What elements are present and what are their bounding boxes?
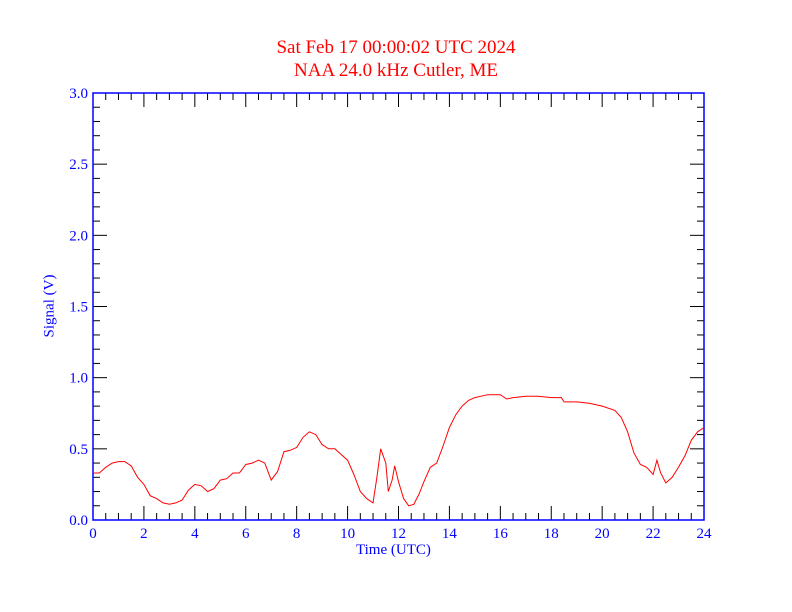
y-tick-label: 1.5 [69, 300, 88, 316]
y-tick-label: 0.0 [69, 513, 88, 529]
y-tick-label: 1.0 [69, 371, 88, 387]
x-tick-label: 16 [493, 526, 509, 542]
x-tick-label: 8 [293, 526, 301, 542]
x-tick-label: 0 [89, 526, 97, 542]
y-tick-label: 0.5 [69, 442, 88, 458]
signal-line [93, 394, 705, 507]
x-tick-label: 12 [391, 526, 406, 542]
x-tick-label: 18 [544, 526, 559, 542]
chart-subtitle: NAA 24.0 kHz Cutler, ME [294, 60, 498, 81]
x-tick-label: 14 [442, 526, 458, 542]
y-tick-label: 2.5 [69, 157, 88, 173]
x-tick-label: 2 [140, 526, 148, 542]
x-tick-label: 6 [242, 526, 250, 542]
x-tick-label: 20 [595, 526, 610, 542]
chart-title: Sat Feb 17 00:00:02 UTC 2024 [276, 37, 516, 58]
x-axis-label: Time (UTC) [356, 542, 431, 558]
y-tick-label: 2.0 [69, 228, 88, 244]
x-tick-label: 22 [646, 526, 661, 542]
x-tick-label: 10 [340, 526, 355, 542]
x-tick-label: 24 [697, 526, 713, 542]
axes-frame [92, 92, 705, 521]
x-tick-label: 4 [191, 526, 199, 542]
y-tick-label: 3.0 [69, 86, 88, 102]
